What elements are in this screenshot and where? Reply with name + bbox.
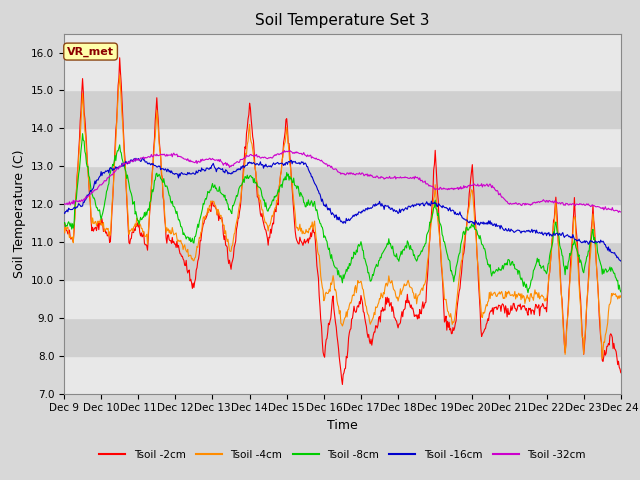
- Text: VR_met: VR_met: [67, 47, 114, 57]
- X-axis label: Time: Time: [327, 419, 358, 432]
- Title: Soil Temperature Set 3: Soil Temperature Set 3: [255, 13, 429, 28]
- Tsoil -4cm: [444, 308, 451, 314]
- Tsoil -32cm: [617, 209, 625, 215]
- Tsoil -32cm: [335, 169, 342, 175]
- Tsoil -2cm: [183, 267, 191, 273]
- Tsoil -16cm: [183, 172, 191, 178]
- Bar: [64, 280, 621, 318]
- Tsoil -8cm: [335, 268, 342, 274]
- Tsoil -8cm: [568, 249, 575, 255]
- Bar: [64, 356, 621, 394]
- Tsoil -4cm: [183, 249, 191, 255]
- Legend: Tsoil -2cm, Tsoil -4cm, Tsoil -8cm, Tsoil -16cm, Tsoil -32cm: Tsoil -2cm, Tsoil -4cm, Tsoil -8cm, Tsoi…: [95, 445, 589, 464]
- Tsoil -8cm: [444, 252, 451, 258]
- Tsoil -2cm: [207, 209, 215, 215]
- Tsoil -2cm: [335, 346, 342, 352]
- Tsoil -32cm: [444, 187, 451, 192]
- Tsoil -2cm: [445, 324, 452, 330]
- Tsoil -32cm: [206, 156, 214, 161]
- Bar: [64, 204, 621, 242]
- Tsoil -16cm: [132, 156, 140, 161]
- Tsoil -4cm: [207, 198, 215, 204]
- Tsoil -2cm: [617, 370, 625, 375]
- Tsoil -16cm: [389, 206, 397, 212]
- Tsoil -4cm: [598, 356, 606, 361]
- Tsoil -4cm: [60, 225, 68, 230]
- Line: Tsoil -4cm: Tsoil -4cm: [64, 75, 621, 359]
- Line: Tsoil -32cm: Tsoil -32cm: [64, 150, 621, 212]
- Bar: [64, 128, 621, 166]
- Bar: [64, 242, 621, 280]
- Tsoil -8cm: [207, 187, 215, 193]
- Tsoil -32cm: [614, 209, 622, 215]
- Tsoil -16cm: [444, 205, 451, 211]
- Tsoil -8cm: [60, 220, 68, 226]
- Tsoil -4cm: [335, 304, 342, 310]
- Tsoil -32cm: [60, 201, 68, 207]
- Tsoil -2cm: [116, 55, 124, 60]
- Tsoil -2cm: [390, 308, 397, 314]
- Y-axis label: Soil Temperature (C): Soil Temperature (C): [13, 149, 26, 278]
- Tsoil -32cm: [286, 147, 294, 153]
- Bar: [64, 318, 621, 356]
- Tsoil -4cm: [566, 270, 574, 276]
- Tsoil -8cm: [183, 234, 191, 240]
- Line: Tsoil -2cm: Tsoil -2cm: [64, 58, 621, 384]
- Tsoil -32cm: [182, 156, 190, 162]
- Tsoil -32cm: [566, 201, 574, 207]
- Bar: [64, 52, 621, 90]
- Tsoil -32cm: [389, 175, 397, 181]
- Tsoil -4cm: [389, 282, 397, 288]
- Tsoil -2cm: [60, 220, 68, 226]
- Tsoil -2cm: [339, 382, 346, 387]
- Tsoil -16cm: [60, 210, 68, 216]
- Tsoil -8cm: [79, 131, 86, 136]
- Tsoil -16cm: [566, 235, 574, 240]
- Tsoil -16cm: [207, 166, 215, 171]
- Tsoil -8cm: [524, 290, 532, 296]
- Tsoil -4cm: [116, 72, 124, 78]
- Bar: [64, 90, 621, 128]
- Tsoil -8cm: [617, 289, 625, 295]
- Tsoil -16cm: [617, 258, 625, 264]
- Tsoil -16cm: [335, 217, 342, 223]
- Bar: [64, 34, 621, 52]
- Line: Tsoil -16cm: Tsoil -16cm: [64, 158, 621, 261]
- Tsoil -4cm: [617, 294, 625, 300]
- Bar: [64, 166, 621, 204]
- Tsoil -8cm: [389, 243, 397, 249]
- Line: Tsoil -8cm: Tsoil -8cm: [64, 133, 621, 293]
- Tsoil -2cm: [568, 249, 575, 254]
